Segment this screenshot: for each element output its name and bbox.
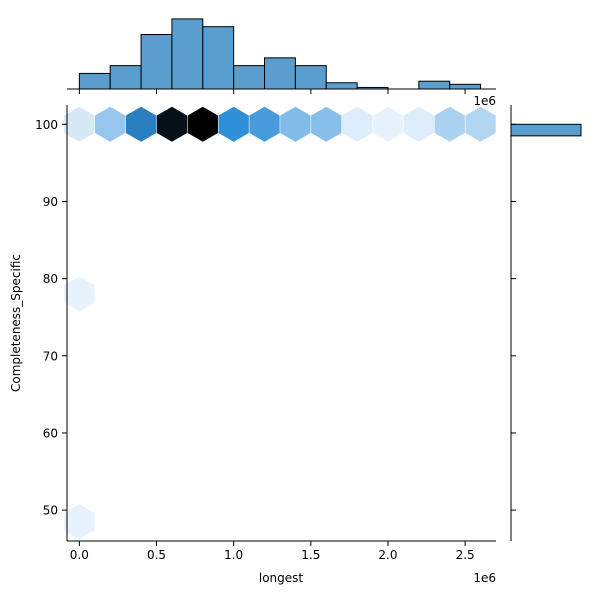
x-hist-bar — [264, 57, 296, 90]
hexbin-cell — [64, 504, 95, 540]
x-axis-offset-label: 1e6 — [473, 571, 496, 585]
hexbin-cell — [125, 106, 157, 142]
hexbin-cell — [64, 276, 95, 312]
y-tick-label: 60 — [43, 426, 58, 440]
hexbin-cell — [341, 106, 373, 142]
hexbin-cell — [249, 106, 280, 142]
hexbin-cell — [372, 106, 404, 142]
axes-layer: 0.0 0.5 1.0 1.5 2.0 2.5 50 60 70 80 90 100 — [35, 89, 516, 562]
hexbin-cell — [187, 106, 218, 142]
hexbin-cell — [311, 106, 342, 142]
hexbin-cell — [403, 106, 434, 142]
x-tick-label: 1.5 — [301, 548, 320, 562]
hexbin-cell — [64, 106, 95, 142]
x-hist-bar — [202, 26, 235, 90]
x-tick-label: 2.0 — [378, 548, 397, 562]
x-hist-bar — [325, 82, 358, 90]
hexbin-cell — [95, 106, 126, 142]
x-hist-bar — [418, 80, 451, 90]
x-tick-label: 2.5 — [456, 548, 475, 562]
y-tick-label: 50 — [43, 504, 58, 518]
x-hist-bar — [140, 33, 173, 90]
x-hist-bar — [233, 65, 266, 90]
y-tick-label: 90 — [43, 195, 58, 209]
hexbin-cell — [156, 106, 188, 142]
hexbin-cell — [434, 106, 465, 142]
x-hist-bar — [109, 65, 142, 90]
hexbin-cell — [218, 106, 249, 142]
hexbin-layer — [64, 106, 496, 540]
y-tick-label: 100 — [35, 118, 58, 132]
x-tick-label: 1.0 — [224, 548, 243, 562]
x-marginal-histogram — [67, 18, 496, 90]
hexbin-cell — [465, 106, 496, 142]
x-hist-bar — [449, 83, 482, 90]
x-hist-bar — [78, 72, 111, 90]
x-hist-bar — [294, 65, 327, 90]
hexbin-cell — [280, 106, 311, 142]
y-tick-label: 70 — [43, 349, 58, 363]
x-tick-label: 0.5 — [147, 548, 166, 562]
top-hist-offset-label: 1e6 — [473, 94, 496, 108]
y-hist-bar — [510, 123, 582, 137]
x-axis-label: longest — [259, 571, 304, 585]
y-tick-label: 80 — [43, 272, 58, 286]
y-marginal-histogram — [510, 105, 582, 541]
x-hist-bar — [171, 18, 204, 90]
y-axis-label: Completeness_Specific — [9, 254, 23, 392]
x-tick-label: 0.0 — [70, 548, 89, 562]
